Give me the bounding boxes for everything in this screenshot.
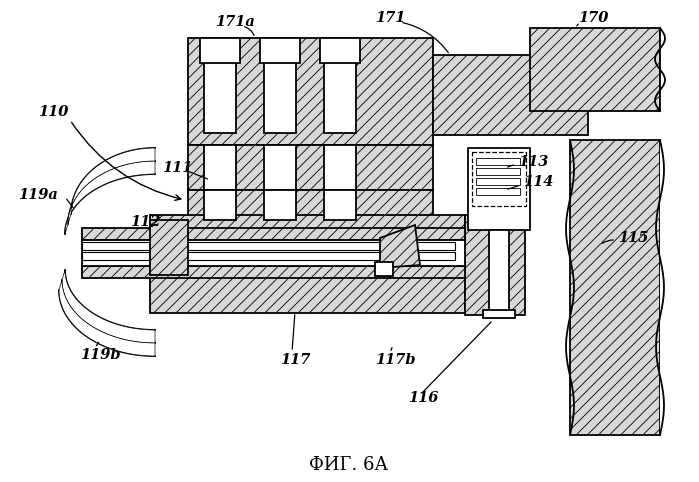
- Bar: [324, 145, 356, 190]
- Bar: [433, 55, 588, 135]
- Text: 117b: 117b: [375, 353, 416, 367]
- Polygon shape: [68, 148, 155, 224]
- Bar: [320, 38, 360, 63]
- Bar: [264, 190, 296, 220]
- Bar: [476, 188, 520, 195]
- Bar: [150, 275, 465, 313]
- Bar: [489, 230, 509, 315]
- Bar: [200, 38, 240, 63]
- Polygon shape: [59, 280, 155, 356]
- Bar: [264, 145, 296, 190]
- Text: 171а: 171а: [215, 15, 255, 29]
- Bar: [150, 220, 188, 275]
- Bar: [82, 266, 465, 278]
- Text: 110: 110: [38, 105, 69, 119]
- Text: 119а: 119а: [18, 188, 58, 202]
- Bar: [82, 252, 455, 260]
- Polygon shape: [380, 225, 420, 268]
- Bar: [476, 158, 520, 165]
- Bar: [476, 178, 520, 185]
- Bar: [82, 242, 455, 250]
- Text: 112: 112: [130, 215, 160, 229]
- Bar: [188, 145, 433, 190]
- Bar: [530, 28, 660, 111]
- Bar: [204, 38, 236, 133]
- Polygon shape: [65, 161, 155, 234]
- Bar: [324, 190, 356, 220]
- Bar: [468, 148, 530, 230]
- Bar: [264, 38, 296, 133]
- Text: 111: 111: [162, 161, 192, 175]
- Bar: [660, 140, 699, 435]
- Bar: [324, 38, 356, 133]
- Bar: [82, 240, 465, 266]
- Bar: [472, 152, 526, 206]
- Bar: [465, 215, 525, 315]
- Bar: [204, 190, 236, 220]
- Text: 119b: 119b: [80, 348, 121, 362]
- Bar: [570, 140, 660, 435]
- Text: 170: 170: [578, 11, 608, 25]
- Bar: [375, 262, 393, 276]
- Bar: [204, 145, 236, 190]
- Bar: [150, 215, 465, 275]
- Text: 115: 115: [618, 231, 649, 245]
- Text: 114: 114: [523, 175, 554, 189]
- Bar: [260, 38, 300, 63]
- Text: ФИГ. 6А: ФИГ. 6А: [310, 456, 389, 474]
- Polygon shape: [62, 270, 155, 343]
- Bar: [188, 38, 433, 145]
- Text: 113: 113: [518, 155, 549, 169]
- Bar: [483, 310, 515, 318]
- Bar: [660, 28, 699, 113]
- Text: 171: 171: [375, 11, 405, 25]
- Text: 117: 117: [280, 353, 310, 367]
- Bar: [82, 228, 465, 240]
- Bar: [188, 190, 433, 245]
- Bar: [476, 168, 520, 175]
- Text: 116: 116: [408, 391, 438, 405]
